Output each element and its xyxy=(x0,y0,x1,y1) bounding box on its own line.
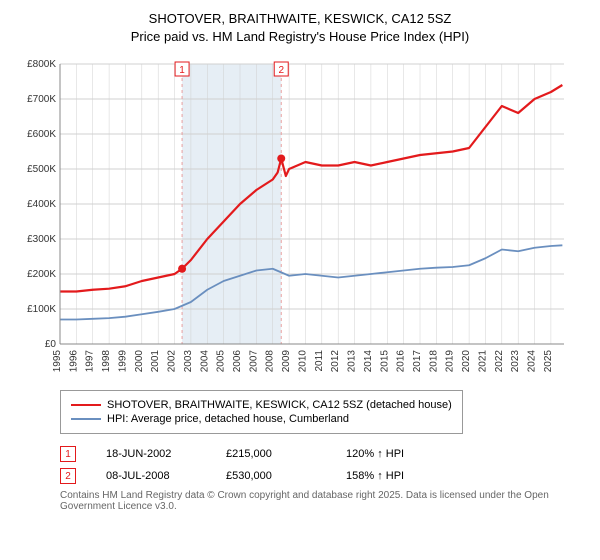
x-tick-label: 2003 xyxy=(183,350,194,373)
x-tick-label: 2017 xyxy=(412,350,423,373)
sale-marker-label: 1 xyxy=(179,65,185,76)
y-tick-label: £600K xyxy=(27,129,56,140)
x-tick-label: 1997 xyxy=(85,350,96,373)
legend-label: HPI: Average price, detached house, Cumb… xyxy=(107,413,349,425)
y-tick-label: £400K xyxy=(27,199,56,210)
sale-row-date: 08-JUL-2008 xyxy=(106,470,196,482)
x-tick-label: 2010 xyxy=(297,350,308,373)
x-tick-label: 2022 xyxy=(494,350,505,373)
legend-swatch xyxy=(71,404,101,406)
sale-row: 1 18-JUN-2002 £215,000 120% ↑ HPI xyxy=(60,446,580,462)
x-tick-label: 2001 xyxy=(150,350,161,373)
legend-item: HPI: Average price, detached house, Cumb… xyxy=(71,413,452,425)
sale-row-marker: 2 xyxy=(60,468,76,484)
y-tick-label: £300K xyxy=(27,234,56,245)
x-tick-label: 2023 xyxy=(510,350,521,373)
x-tick-label: 2004 xyxy=(199,350,210,373)
sale-row-marker: 1 xyxy=(60,446,76,462)
x-tick-label: 2005 xyxy=(216,350,227,373)
x-tick-label: 2006 xyxy=(232,350,243,373)
title-line2: Price paid vs. HM Land Registry's House … xyxy=(10,28,590,46)
chart-area: £0 £100K £200K £300K £400K £500K £600K £700K £80… xyxy=(10,54,590,384)
x-tick-label: 2025 xyxy=(543,350,554,373)
x-tick-label: 2019 xyxy=(445,350,456,373)
x-tick-label: 2013 xyxy=(347,350,358,373)
x-tick-label: 2009 xyxy=(281,350,292,373)
x-tick-label: 2002 xyxy=(167,350,178,373)
sale-row-vs-hpi: 158% ↑ HPI xyxy=(346,470,404,482)
x-tick-label: 2018 xyxy=(428,350,439,373)
sale-row-vs-hpi: 120% ↑ HPI xyxy=(346,448,404,460)
y-tick-label: £500K xyxy=(27,164,56,175)
sale-marker-dot xyxy=(178,265,186,273)
y-tick-label: £100K xyxy=(27,304,56,315)
x-tick-label: 2020 xyxy=(461,350,472,373)
legend-swatch xyxy=(71,418,101,420)
sale-marker-label: 2 xyxy=(278,65,284,76)
sale-row-price: £215,000 xyxy=(226,448,316,460)
sale-row-date: 18-JUN-2002 xyxy=(106,448,196,460)
x-tick-label: 2000 xyxy=(134,350,145,373)
sales-table: 1 18-JUN-2002 £215,000 120% ↑ HPI 2 08-JUL-20… xyxy=(60,446,580,484)
y-tick-label: £0 xyxy=(45,339,57,350)
sale-row-price: £530,000 xyxy=(226,470,316,482)
x-tick-label: 2014 xyxy=(363,350,374,373)
x-tick-label: 1999 xyxy=(117,350,128,373)
y-tick-label: £800K xyxy=(27,59,56,70)
x-tick-label: 1998 xyxy=(101,350,112,373)
x-tick-label: 2011 xyxy=(314,350,325,372)
x-tick-label: 2015 xyxy=(379,350,390,373)
y-tick-label: £700K xyxy=(27,94,56,105)
legend: SHOTOVER, BRAITHWAITE, KESWICK, CA12 5SZ… xyxy=(60,390,463,434)
x-tick-label: 2008 xyxy=(265,350,276,373)
y-tick-label: £200K xyxy=(27,269,56,280)
x-tick-label: 2012 xyxy=(330,350,341,373)
x-tick-label: 1995 xyxy=(52,350,63,373)
x-tick-label: 1996 xyxy=(68,350,79,373)
footer-note: Contains HM Land Registry data © Crown c… xyxy=(60,490,580,512)
chart-title: SHOTOVER, BRAITHWAITE, KESWICK, CA12 5SZ… xyxy=(10,10,590,46)
x-tick-label: 2021 xyxy=(477,350,488,373)
x-tick-label: 2024 xyxy=(527,350,538,373)
legend-label: SHOTOVER, BRAITHWAITE, KESWICK, CA12 5SZ… xyxy=(107,399,452,411)
title-line1: SHOTOVER, BRAITHWAITE, KESWICK, CA12 5SZ xyxy=(10,10,590,28)
legend-item: SHOTOVER, BRAITHWAITE, KESWICK, CA12 5SZ… xyxy=(71,399,452,411)
x-tick-label: 2007 xyxy=(248,350,259,373)
sale-marker-dot xyxy=(277,155,285,163)
line-chart-svg: £0 £100K £200K £300K £400K £500K £600K £700K £80… xyxy=(10,54,570,384)
series-line xyxy=(60,85,562,292)
x-tick-label: 2016 xyxy=(396,350,407,373)
sale-row: 2 08-JUL-2008 £530,000 158% ↑ HPI xyxy=(60,468,580,484)
